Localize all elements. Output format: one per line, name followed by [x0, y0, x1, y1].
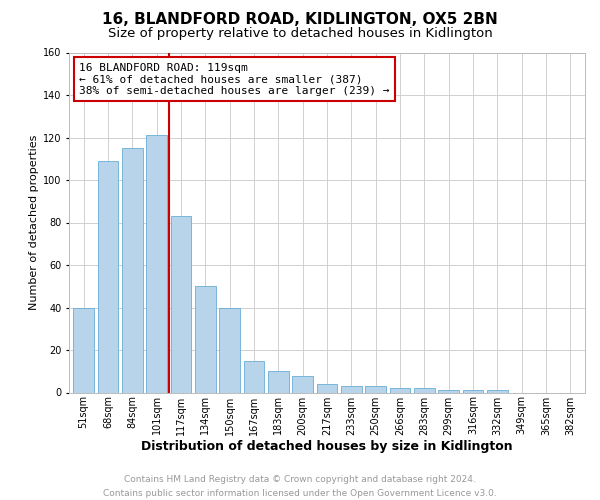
Bar [414, 388, 435, 392]
Bar [292, 376, 313, 392]
Bar [389, 388, 410, 392]
Bar [195, 286, 215, 393]
Text: 16, BLANDFORD ROAD, KIDLINGTON, OX5 2BN: 16, BLANDFORD ROAD, KIDLINGTON, OX5 2BN [102, 12, 498, 28]
Bar [170, 216, 191, 392]
Bar [341, 386, 362, 392]
Bar [98, 161, 118, 392]
Bar [73, 308, 94, 392]
Bar [146, 136, 167, 392]
Text: Size of property relative to detached houses in Kidlington: Size of property relative to detached ho… [107, 28, 493, 40]
Bar [439, 390, 459, 392]
Text: 16 BLANDFORD ROAD: 119sqm
← 61% of detached houses are smaller (387)
38% of semi: 16 BLANDFORD ROAD: 119sqm ← 61% of detac… [79, 62, 390, 96]
Bar [365, 386, 386, 392]
Bar [317, 384, 337, 392]
Bar [244, 360, 265, 392]
Bar [122, 148, 143, 392]
Y-axis label: Number of detached properties: Number of detached properties [29, 135, 38, 310]
X-axis label: Distribution of detached houses by size in Kidlington: Distribution of detached houses by size … [141, 440, 513, 453]
Bar [463, 390, 484, 392]
Bar [268, 371, 289, 392]
Bar [219, 308, 240, 392]
Text: Contains HM Land Registry data © Crown copyright and database right 2024.
Contai: Contains HM Land Registry data © Crown c… [103, 476, 497, 498]
Bar [487, 390, 508, 392]
